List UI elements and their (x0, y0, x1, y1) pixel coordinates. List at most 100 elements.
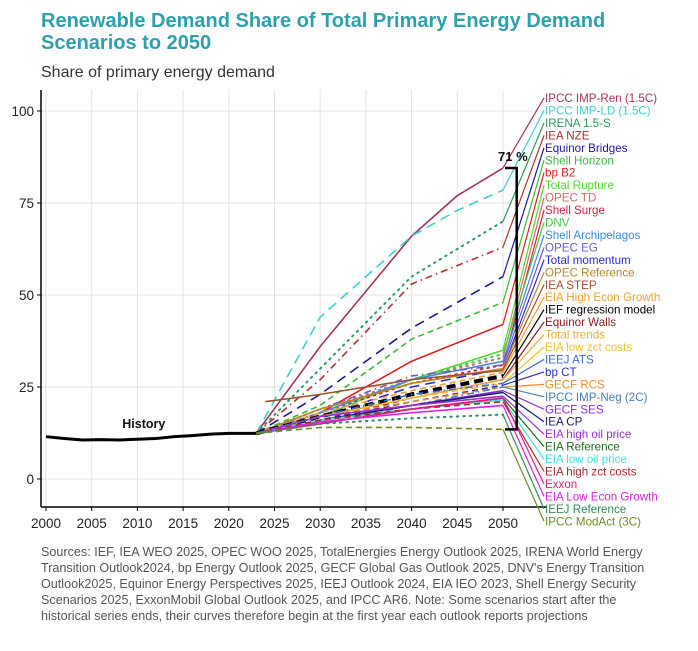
legend-label: Shell Surge (545, 204, 605, 217)
legend-label: Total Rupture (545, 179, 614, 192)
x-tick-label: 2040 (397, 516, 427, 531)
legend-label: Equinor Bridges (545, 142, 628, 155)
chart-subtitle: Share of primary energy demand (41, 64, 275, 81)
series-line-4 (255, 275, 504, 435)
legend-label: EIA high oil price (545, 428, 631, 441)
legend-label: Total trends (545, 329, 605, 342)
legend-label: Total momentum (545, 254, 631, 267)
chart-title: Renewable Demand Share of Total Primary … (41, 10, 606, 54)
legend-label: Equinor Walls (545, 316, 616, 329)
label-connector (502, 222, 545, 355)
annotations: History 71 % (122, 149, 528, 431)
x-tick-label: 2030 (305, 516, 335, 531)
legend-label: IEA NZE (545, 129, 590, 142)
series-line-30 (256, 400, 504, 435)
label-connector (502, 259, 545, 369)
label-connector (502, 122, 545, 222)
legend-label: bp CT (545, 366, 577, 379)
label-connector (502, 390, 545, 410)
legend-label: DNV (545, 217, 570, 230)
series-line-15 (265, 369, 504, 403)
legend-label: Shell Archipelagos (545, 229, 641, 242)
label-connector (502, 135, 545, 248)
legend-label: IEA CP (545, 416, 583, 429)
label-connector (502, 309, 545, 377)
label-connector (502, 386, 545, 398)
legend-label: OPEC EG (545, 241, 598, 254)
legend-label: EIA low zct costs (545, 341, 632, 354)
label-connector (502, 371, 545, 386)
history-line (45, 431, 257, 442)
sources-note: Sources: IEF, IEA WEO 2025, OPEC WOO 202… (41, 545, 645, 623)
grid (41, 90, 547, 507)
series-line-33 (255, 413, 504, 435)
label-connector (502, 284, 545, 371)
range-bracket (505, 166, 518, 431)
legend-label: IPCC IMP-Neg (2C) (545, 391, 648, 404)
legend-label: IEEJ Reference (545, 503, 626, 516)
history-layer (45, 431, 257, 442)
legend-label: IRENA 1.5-S (545, 117, 611, 130)
axes: 0 25 50 75 100 2000 2005 2010 2015 2020 2025 2030 20… (11, 90, 547, 531)
series-line-14 (255, 367, 504, 435)
series-line-1 (255, 189, 504, 434)
legend-label: GECF RCS (545, 378, 605, 391)
label-connector (502, 185, 545, 351)
label-connector (502, 321, 545, 380)
label-connector (502, 147, 545, 277)
label-connector (502, 160, 545, 303)
x-tick-label: 2035 (351, 516, 381, 531)
series-line-27 (256, 395, 504, 435)
x-tick-label: 2010 (122, 516, 152, 531)
y-tick-label: 25 (19, 380, 34, 395)
label-connector (502, 397, 545, 447)
label-connector (502, 97, 545, 169)
label-connector (502, 392, 545, 423)
legend-labels: IPCC IMP-Ren (1.5C)IPCC IMP-LD (1.5C)IRE… (502, 92, 660, 528)
legend-label: OPEC Reference (545, 266, 635, 279)
label-connector (502, 397, 545, 485)
legend-label: IPCC ModAct (3C) (545, 515, 641, 528)
range-annotation: 71 % (498, 149, 528, 164)
label-connector (502, 334, 545, 381)
legend-label: IEA STEP (545, 279, 597, 292)
y-tick-label: 75 (19, 196, 34, 211)
legend-label: IPCC IMP-Ren (1.5C) (545, 92, 657, 105)
label-connector (502, 346, 545, 384)
x-tick-label: 2025 (259, 516, 289, 531)
label-connector (502, 296, 545, 373)
history-annotation: History (122, 417, 165, 431)
x-tick-label: 2015 (168, 516, 198, 531)
x-tick-label: 2045 (442, 516, 472, 531)
legend-label: EIA high zct costs (545, 466, 637, 479)
label-connector (502, 395, 545, 435)
label-connector (502, 272, 545, 369)
label-connector (502, 234, 545, 362)
legend-label: GECF SES (545, 403, 604, 416)
legend-label: IPCC IMP-LD (1.5C) (545, 104, 651, 117)
series-line-34 (256, 426, 504, 435)
label-connector (502, 172, 545, 325)
x-tick-label: 2050 (488, 516, 518, 531)
y-tick-label: 100 (11, 104, 34, 119)
label-connector (502, 383, 545, 388)
x-tick-label: 2000 (31, 516, 61, 531)
y-tick-label: 50 (19, 288, 34, 303)
x-tick-label: 2020 (214, 516, 244, 531)
y-tick-label: 0 (26, 472, 34, 487)
legend-label: EIA low oil price (545, 453, 627, 466)
legend-label: IEEJ ATS (545, 353, 594, 366)
legend-label: OPEC TD (545, 192, 596, 205)
legend-label: IEF regression model (545, 304, 655, 317)
label-connector (502, 405, 545, 497)
label-connector (502, 247, 545, 366)
legend-label: EIA Reference (545, 441, 620, 454)
series-layer (255, 167, 504, 436)
series-line-5 (255, 301, 504, 435)
label-connector (502, 358, 545, 384)
legend-label: EIA High Econ Growth (545, 291, 660, 304)
label-connector (502, 399, 545, 460)
series-line-2 (255, 220, 504, 435)
legend-label: bp B2 (545, 167, 575, 180)
